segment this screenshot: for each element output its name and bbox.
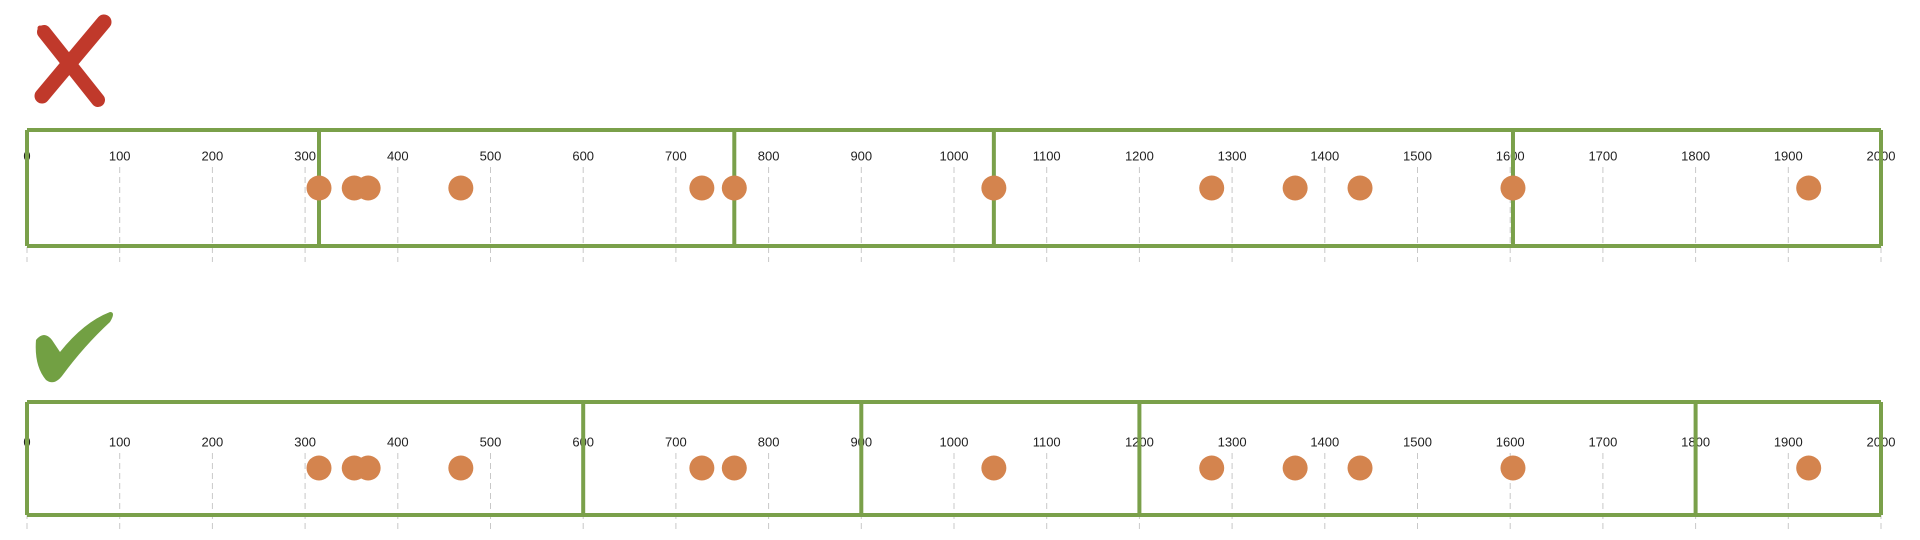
data-point	[981, 175, 1007, 201]
check-icon	[35, 312, 113, 383]
data-point	[1796, 175, 1822, 201]
x-tick-label: 1300	[1218, 148, 1247, 163]
data-point	[355, 175, 381, 201]
data-point	[448, 175, 474, 201]
data-point	[306, 455, 332, 481]
data-point	[448, 455, 474, 481]
x-tick-label: 1300	[1218, 434, 1247, 449]
x-tick-label: 1600	[1496, 434, 1525, 449]
x-tick-label: 800	[758, 434, 780, 449]
x-tick-label: 1500	[1403, 434, 1432, 449]
data-point	[981, 455, 1007, 481]
data-point	[689, 455, 715, 481]
x-tick-label: 1500	[1403, 148, 1432, 163]
data-point	[1282, 175, 1308, 201]
data-point	[1199, 175, 1225, 201]
x-tick-label: 400	[387, 434, 409, 449]
x-tick-label: 1600	[1496, 148, 1525, 163]
x-tick-label: 500	[480, 148, 502, 163]
x-tick-label: 900	[850, 148, 872, 163]
data-point	[1500, 455, 1526, 481]
x-tick-label: 1400	[1310, 434, 1339, 449]
data-point	[1282, 455, 1308, 481]
x-tick-label: 100	[109, 148, 131, 163]
x-tick-label: 1900	[1774, 148, 1803, 163]
data-point	[1347, 455, 1373, 481]
x-tick-label: 300	[294, 434, 316, 449]
x-tick-label: 600	[572, 148, 594, 163]
data-point	[355, 455, 381, 481]
data-point	[689, 175, 715, 201]
x-tick-label: 100	[109, 434, 131, 449]
x-tick-label: 1800	[1681, 148, 1710, 163]
x-tick-label: 1000	[940, 148, 969, 163]
x-tick-label: 1200	[1125, 148, 1154, 163]
x-tick-label: 1100	[1033, 434, 1061, 449]
data-point	[721, 175, 747, 201]
x-tick-label: 1000	[940, 434, 969, 449]
data-point	[1199, 455, 1225, 481]
x-tick-label: 1400	[1310, 148, 1339, 163]
x-tick-label: 1900	[1774, 434, 1803, 449]
x-tick-label: 1100	[1033, 148, 1061, 163]
x-tick-label: 200	[202, 148, 224, 163]
cross-icon	[34, 14, 112, 107]
data-point	[1347, 175, 1373, 201]
x-tick-label: 700	[665, 434, 687, 449]
x-tick-label: 700	[665, 148, 687, 163]
x-tick-label: 300	[294, 148, 316, 163]
data-point	[1500, 175, 1526, 201]
data-point	[1796, 455, 1822, 481]
data-point	[721, 455, 747, 481]
x-tick-label: 400	[387, 148, 409, 163]
x-tick-label: 1700	[1588, 434, 1617, 449]
x-tick-label: 500	[480, 434, 502, 449]
data-point	[306, 175, 332, 201]
x-tick-label: 800	[758, 148, 780, 163]
x-tick-label: 200	[202, 434, 224, 449]
x-tick-label: 1700	[1588, 148, 1617, 163]
